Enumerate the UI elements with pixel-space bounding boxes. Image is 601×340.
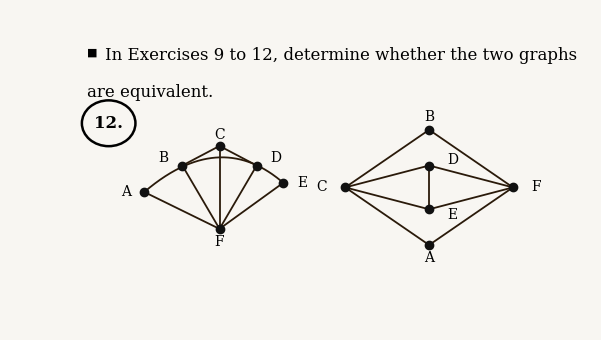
- Text: A: A: [424, 251, 434, 265]
- Text: E: E: [447, 207, 457, 222]
- Text: C: C: [214, 129, 225, 142]
- Text: 12.: 12.: [94, 115, 123, 132]
- Text: D: D: [270, 151, 281, 165]
- Text: F: F: [215, 235, 224, 249]
- Text: are equivalent.: are equivalent.: [87, 84, 213, 101]
- Text: In Exercises 9 to 12, determine whether the two graphs: In Exercises 9 to 12, determine whether …: [105, 47, 578, 64]
- Text: B: B: [159, 151, 169, 165]
- Text: C: C: [317, 181, 328, 194]
- Text: A: A: [121, 185, 130, 199]
- Text: D: D: [447, 153, 458, 167]
- Text: E: E: [297, 176, 307, 190]
- Text: B: B: [424, 110, 434, 124]
- Text: F: F: [531, 181, 541, 194]
- Text: ■: ■: [87, 47, 97, 57]
